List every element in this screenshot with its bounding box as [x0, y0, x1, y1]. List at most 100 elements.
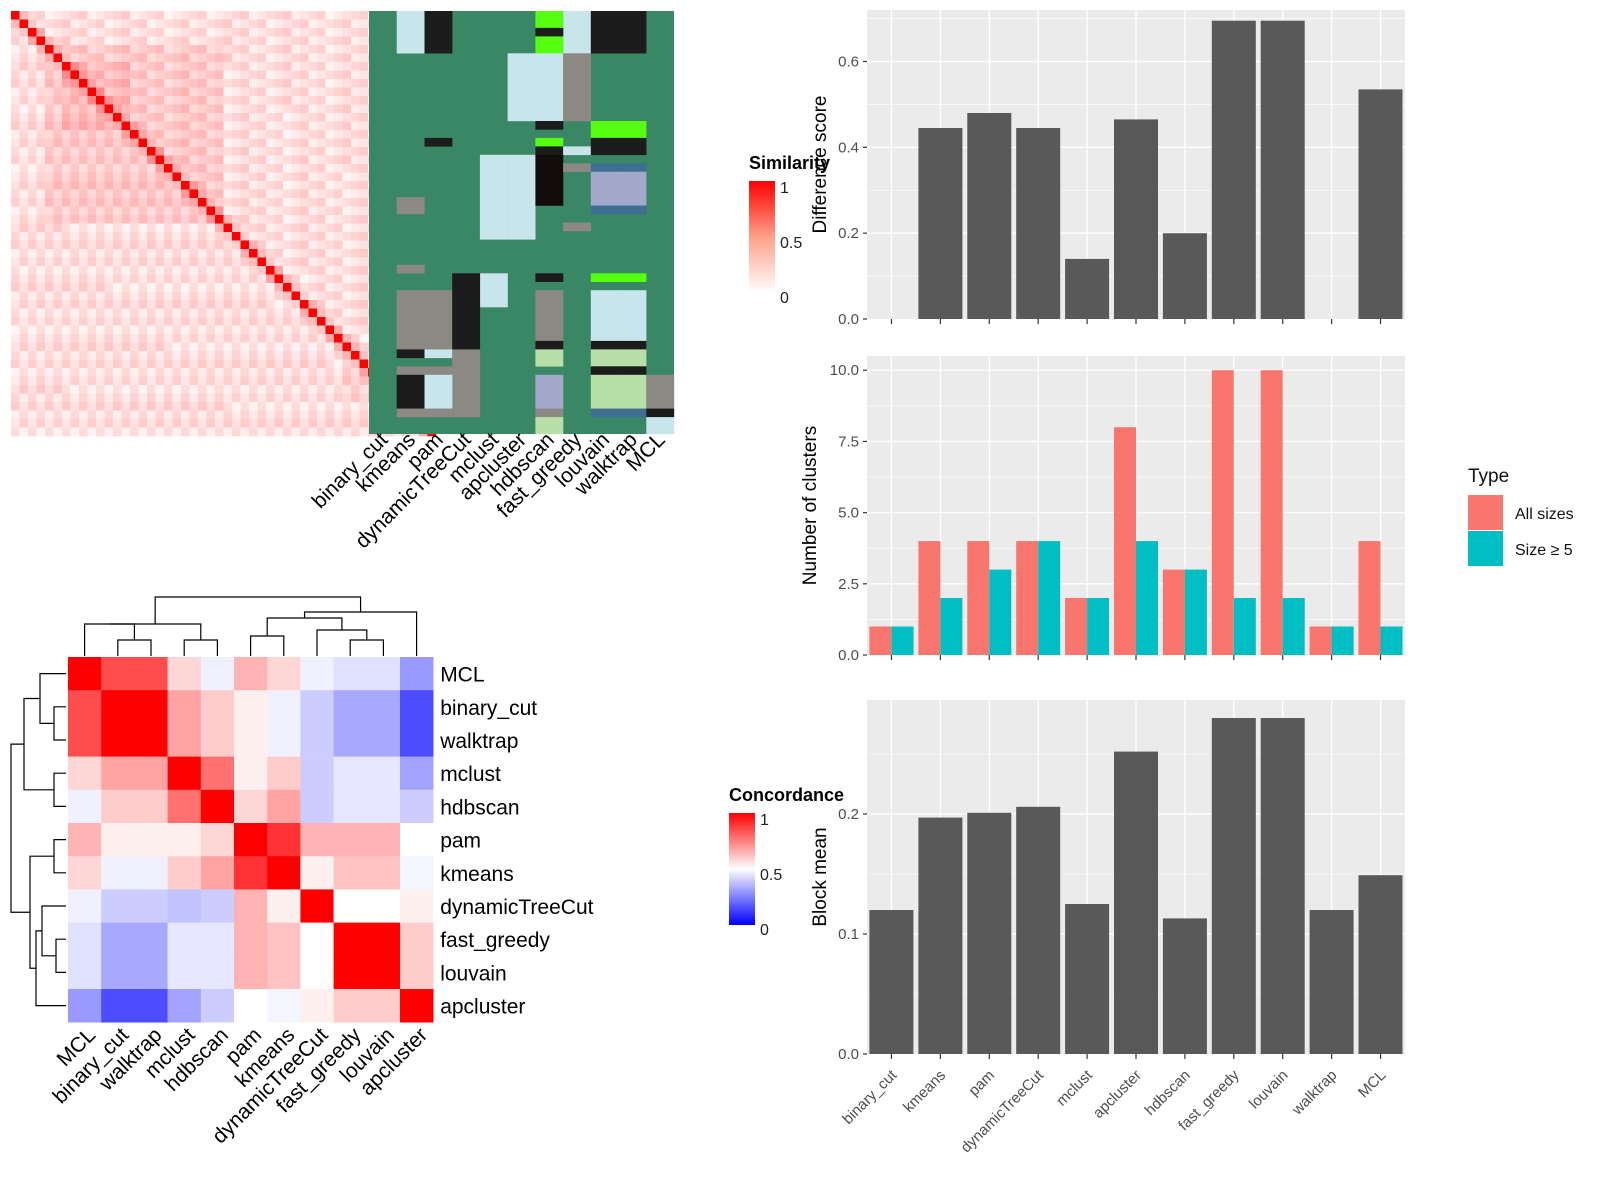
similarity-cell — [189, 96, 199, 105]
similarity-cell — [274, 104, 284, 114]
similarity-cell — [155, 206, 165, 216]
similarity-cell — [223, 113, 233, 122]
similarity-cell — [308, 79, 318, 88]
similarity-cell — [257, 155, 267, 165]
similarity-cell — [266, 45, 275, 54]
similarity-cell — [240, 342, 250, 352]
concordance-cell — [200, 789, 235, 824]
similarity-cell — [113, 189, 122, 199]
similarity-cell — [28, 359, 37, 369]
similarity-cell — [181, 62, 190, 71]
similarity-cell — [249, 368, 258, 377]
similarity-cell — [181, 342, 190, 352]
similarity-cell — [274, 28, 284, 37]
classification-cell — [590, 171, 619, 206]
similarity-cell — [334, 189, 343, 199]
bar — [918, 128, 963, 319]
similarity-cell — [45, 274, 54, 284]
similarity-cell — [206, 300, 216, 309]
similarity-cell — [164, 419, 173, 428]
similarity-cell — [351, 402, 360, 411]
similarity-cell — [206, 376, 216, 386]
similarity-cell — [198, 274, 207, 284]
similarity-cell — [138, 206, 148, 216]
similarity-cell — [189, 274, 199, 284]
similarity-cell — [138, 53, 148, 63]
similarity-cell — [240, 300, 250, 309]
similarity-cell — [215, 283, 224, 292]
concordance-cell — [200, 756, 235, 791]
similarity-cell — [121, 36, 131, 46]
similarity-cell — [257, 121, 267, 131]
similarity-cell — [164, 206, 173, 216]
similarity-cell — [121, 291, 131, 301]
similarity-cell — [198, 189, 207, 199]
similarity-cell — [300, 28, 309, 37]
similarity-cell — [198, 342, 207, 352]
similarity-cell — [308, 274, 318, 284]
similarity-cell — [206, 402, 216, 411]
bar — [918, 541, 941, 655]
similarity-cell — [359, 11, 369, 20]
similarity-cell — [172, 45, 182, 54]
similarity-cell — [266, 138, 275, 148]
similarity-cell — [45, 240, 54, 250]
similarity-cell — [334, 70, 343, 80]
similarity-cell — [181, 291, 190, 301]
similarity-cell — [215, 291, 224, 301]
similarity-cell — [351, 368, 360, 377]
concordance-cell — [267, 657, 301, 691]
similarity-cell — [28, 11, 37, 20]
similarity-cell — [206, 427, 216, 437]
similarity-cell — [291, 121, 301, 131]
similarity-cell — [11, 402, 20, 411]
similarity-cell — [206, 283, 216, 292]
similarity-cell — [317, 28, 326, 37]
similarity-cell — [113, 300, 122, 309]
similarity-cell — [291, 155, 301, 165]
similarity-cell — [87, 359, 97, 369]
similarity-cell — [274, 257, 284, 267]
similarity-cell — [334, 308, 343, 318]
similarity-cell — [359, 62, 369, 71]
similarity-cell — [147, 283, 156, 292]
similarity-cell — [283, 427, 292, 437]
concordance-cell — [167, 723, 202, 757]
concordance-cell — [400, 955, 434, 990]
similarity-cell — [249, 96, 258, 105]
similarity-cell — [300, 87, 309, 97]
similarity-cell — [325, 11, 335, 20]
similarity-cell — [308, 164, 318, 173]
concordance-cell — [234, 823, 268, 857]
bar — [1358, 541, 1381, 655]
similarity-cell — [28, 300, 37, 309]
similarity-cell — [70, 96, 80, 105]
similarity-cell — [223, 104, 233, 114]
similarity-cell — [96, 266, 105, 275]
similarity-cell — [215, 36, 224, 46]
similarity-cell — [28, 28, 37, 37]
similarity-cell — [70, 206, 80, 216]
similarity-cell — [249, 87, 258, 97]
concordance-cell — [333, 955, 368, 990]
similarity-cell — [96, 45, 105, 54]
similarity-cell — [325, 147, 335, 156]
similarity-cell — [53, 87, 63, 97]
x-tick-label: walktrap — [1288, 1067, 1340, 1119]
similarity-cell — [87, 79, 97, 88]
similarity-cell — [11, 181, 20, 190]
similarity-cell — [283, 249, 292, 258]
classification-cell — [535, 357, 564, 367]
similarity-cell — [96, 291, 105, 301]
concordance-cell — [234, 989, 268, 1023]
similarity-cell — [36, 368, 46, 377]
similarity-cell — [300, 410, 309, 420]
similarity-cell — [53, 223, 63, 233]
similarity-cell — [283, 198, 292, 207]
similarity-cell — [274, 402, 284, 411]
similarity-cell — [223, 368, 233, 377]
similarity-cell — [28, 351, 37, 360]
similarity-cell — [300, 427, 309, 437]
similarity-cell — [28, 96, 37, 105]
similarity-cell — [308, 28, 318, 37]
